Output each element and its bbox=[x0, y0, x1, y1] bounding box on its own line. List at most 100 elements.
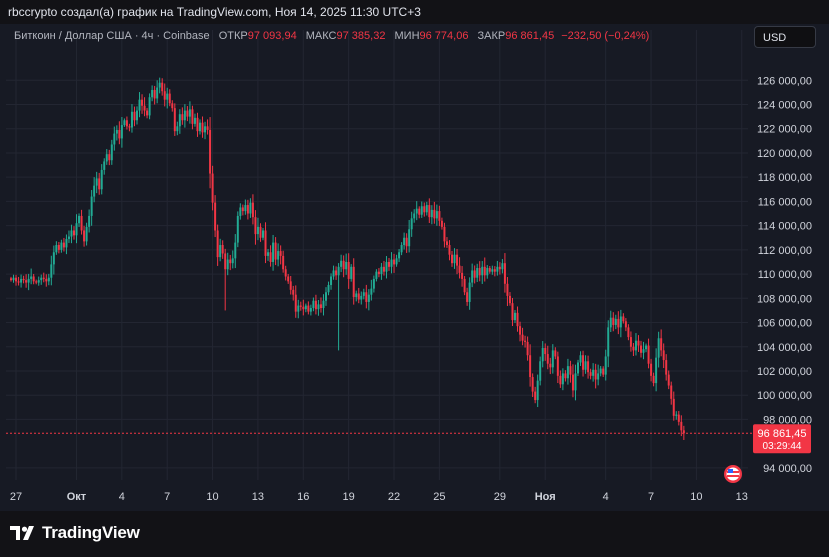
candle-body bbox=[221, 245, 224, 254]
candle bbox=[317, 300, 320, 316]
candle-body bbox=[652, 375, 655, 384]
candle bbox=[546, 345, 549, 370]
candle-body bbox=[589, 372, 592, 376]
candle-body bbox=[319, 304, 322, 308]
candle-body bbox=[362, 292, 365, 296]
candle bbox=[438, 205, 441, 227]
candle-body bbox=[645, 345, 648, 350]
candle-body bbox=[302, 306, 305, 310]
candle-body bbox=[514, 312, 516, 321]
candle-body bbox=[156, 87, 159, 99]
candle-body bbox=[662, 350, 665, 361]
candle bbox=[556, 351, 559, 384]
candle-body bbox=[534, 391, 537, 401]
candle bbox=[304, 303, 307, 313]
candle-body bbox=[634, 340, 637, 351]
close-value: 96 861,45 bbox=[505, 30, 555, 42]
candle-body bbox=[299, 305, 302, 307]
candle-body bbox=[267, 252, 270, 256]
candle-body bbox=[448, 245, 451, 255]
candle-body bbox=[524, 340, 527, 342]
candle bbox=[161, 78, 164, 96]
currency-button[interactable]: USD bbox=[754, 26, 816, 48]
candle-body bbox=[637, 340, 640, 346]
candle-body bbox=[357, 293, 360, 300]
candle-body bbox=[410, 218, 413, 230]
candle-body bbox=[529, 355, 532, 378]
candle-body bbox=[178, 114, 181, 127]
candle-body bbox=[622, 316, 625, 322]
symbol-legend: Биткоин / Доллар США · 4ч · Coinbase ОТК… bbox=[14, 30, 649, 42]
candle bbox=[410, 211, 413, 237]
candle-body bbox=[473, 270, 476, 278]
candle bbox=[241, 204, 244, 216]
candle-body bbox=[632, 346, 635, 351]
candle-body bbox=[405, 237, 408, 247]
candle-body bbox=[282, 255, 285, 270]
open-label: ОТКР bbox=[218, 30, 248, 42]
candle bbox=[640, 340, 642, 358]
candle bbox=[35, 279, 38, 285]
candle-body bbox=[672, 398, 675, 416]
candle bbox=[680, 415, 683, 437]
candle bbox=[216, 224, 219, 266]
candle bbox=[609, 310, 612, 333]
open-value: 97 093,94 bbox=[247, 30, 297, 42]
candle-body bbox=[506, 283, 509, 296]
candle-body bbox=[655, 357, 658, 384]
candle bbox=[420, 201, 423, 218]
candle bbox=[214, 195, 217, 238]
candle bbox=[42, 272, 45, 283]
candle-body bbox=[256, 226, 259, 235]
candle bbox=[156, 80, 159, 104]
candle bbox=[652, 372, 655, 387]
candle-body bbox=[158, 82, 161, 88]
y-tick-label: 118 000,00 bbox=[758, 172, 812, 184]
candle bbox=[375, 269, 378, 282]
footer-brand[interactable]: TradingView bbox=[10, 521, 140, 545]
candle-body bbox=[569, 366, 572, 375]
candle-body bbox=[647, 345, 650, 364]
candle bbox=[37, 276, 40, 286]
candle bbox=[423, 202, 426, 217]
x-tick-label: 16 bbox=[297, 491, 309, 503]
candle-body bbox=[30, 276, 33, 279]
candle bbox=[559, 370, 562, 388]
candle-body bbox=[173, 108, 176, 132]
candle-body bbox=[330, 276, 333, 285]
candle-body bbox=[146, 110, 149, 116]
candle-body bbox=[627, 327, 630, 338]
candle-body bbox=[105, 154, 108, 162]
candle-body bbox=[561, 373, 564, 385]
candle bbox=[206, 119, 209, 135]
candle bbox=[526, 336, 529, 361]
candle bbox=[292, 285, 295, 301]
chart-panel[interactable] bbox=[0, 24, 829, 511]
candle bbox=[25, 274, 28, 288]
candle bbox=[622, 313, 625, 324]
candle bbox=[236, 211, 239, 248]
candle bbox=[549, 357, 552, 375]
candle bbox=[506, 277, 509, 307]
candle bbox=[188, 101, 191, 124]
x-tick-label: 7 bbox=[648, 491, 654, 503]
candle bbox=[398, 249, 401, 263]
candle-body bbox=[317, 304, 320, 310]
candle-body bbox=[239, 207, 242, 216]
candle bbox=[672, 391, 675, 421]
candle bbox=[269, 245, 272, 267]
candle-body bbox=[186, 110, 189, 117]
candle bbox=[50, 255, 53, 286]
candle-body bbox=[468, 282, 471, 302]
us-flag-event-icon bbox=[724, 465, 742, 483]
x-tick-label: 10 bbox=[690, 491, 702, 503]
candle-body bbox=[564, 373, 567, 379]
candle bbox=[110, 139, 113, 165]
candle bbox=[158, 77, 161, 94]
candle bbox=[569, 360, 572, 383]
candle-body bbox=[438, 211, 441, 221]
candle-body bbox=[413, 213, 416, 219]
candle-body bbox=[35, 281, 38, 283]
high-label: МАКС bbox=[305, 30, 337, 42]
